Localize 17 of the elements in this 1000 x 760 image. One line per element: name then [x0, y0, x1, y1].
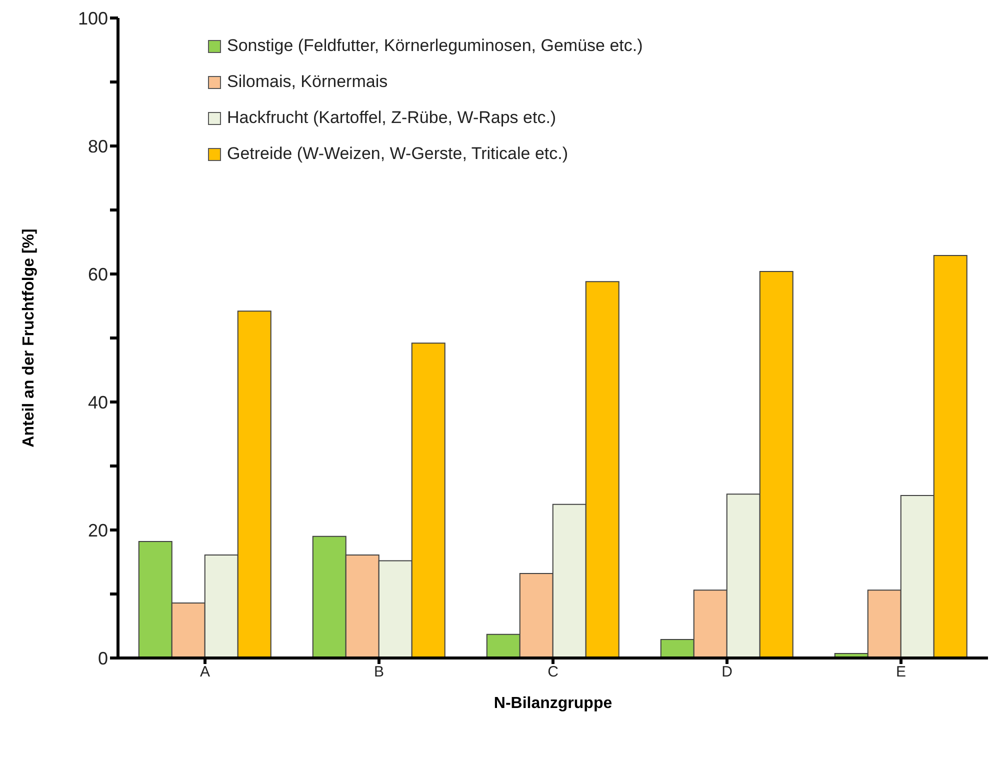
x-tick-label: D [722, 664, 733, 681]
y-axis-title: Anteil an der Fruchtfolge [%] [20, 228, 38, 448]
y-tick-label: 100 [78, 8, 108, 28]
x-tick-label: C [548, 664, 559, 681]
y-tick-label: 60 [88, 264, 108, 284]
x-tick-label: B [374, 664, 384, 681]
legend-label: Sonstige (Feldfutter, Körnerleguminosen, Gemüse etc.) [227, 35, 643, 57]
legend-label: Hackfrucht (Kartoffel, Z-Rübe, W-Raps etc.) [227, 107, 556, 129]
y-tick-label: 0 [98, 648, 108, 668]
legend-label: Getreide (W-Weizen, W-Gerste, Triticale etc.) [227, 143, 568, 165]
y-tick-label: 40 [88, 392, 108, 412]
legend-label: Silomais, Körnermais [227, 71, 388, 93]
x-axis-title: N-Bilanzgruppe [494, 695, 612, 712]
y-tick-label: 80 [88, 136, 108, 156]
x-tick-label: A [200, 664, 210, 681]
y-tick-label: 20 [88, 520, 108, 540]
x-tick-label: E [896, 664, 906, 681]
